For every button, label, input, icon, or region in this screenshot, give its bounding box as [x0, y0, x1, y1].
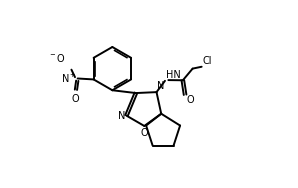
Text: N: N	[157, 81, 165, 91]
Text: O: O	[72, 94, 80, 105]
Text: O: O	[186, 95, 194, 105]
Text: N: N	[117, 111, 125, 121]
Text: N$^+$: N$^+$	[61, 72, 77, 85]
Text: HN: HN	[166, 70, 180, 80]
Text: Cl: Cl	[202, 56, 212, 66]
Text: $^-$O: $^-$O	[49, 52, 66, 64]
Text: O: O	[141, 128, 148, 138]
